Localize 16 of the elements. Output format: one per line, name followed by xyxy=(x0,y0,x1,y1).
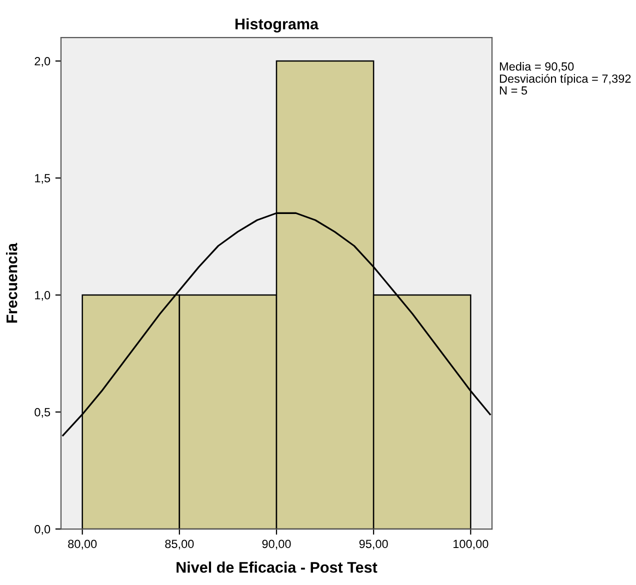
y-tick-label: 2,0 xyxy=(34,57,50,67)
x-tick-label: 85,00 xyxy=(165,540,194,550)
y-tick-label: 0,0 xyxy=(34,525,50,535)
x-axis-title: Nivel de Eficacia - Post Test xyxy=(176,562,378,573)
y-axis-title: Frecuencia xyxy=(6,242,18,323)
chart-title: Histograma xyxy=(236,18,319,33)
text: Desviación típica = 7,392 xyxy=(500,74,631,86)
y-tick-label: 0,5 xyxy=(34,408,50,418)
x-tick-label: 95,00 xyxy=(359,540,388,550)
x-tick-label: 80,00 xyxy=(68,540,97,550)
x-tick-label: 100,00 xyxy=(454,540,488,550)
text: N = 5 xyxy=(500,86,528,95)
y-tick-label: 1,0 xyxy=(35,291,50,301)
text: Media = 90,50 xyxy=(500,62,574,72)
y-tick-label: 1,5 xyxy=(35,174,50,184)
x-tick-label: 90,00 xyxy=(262,540,291,550)
